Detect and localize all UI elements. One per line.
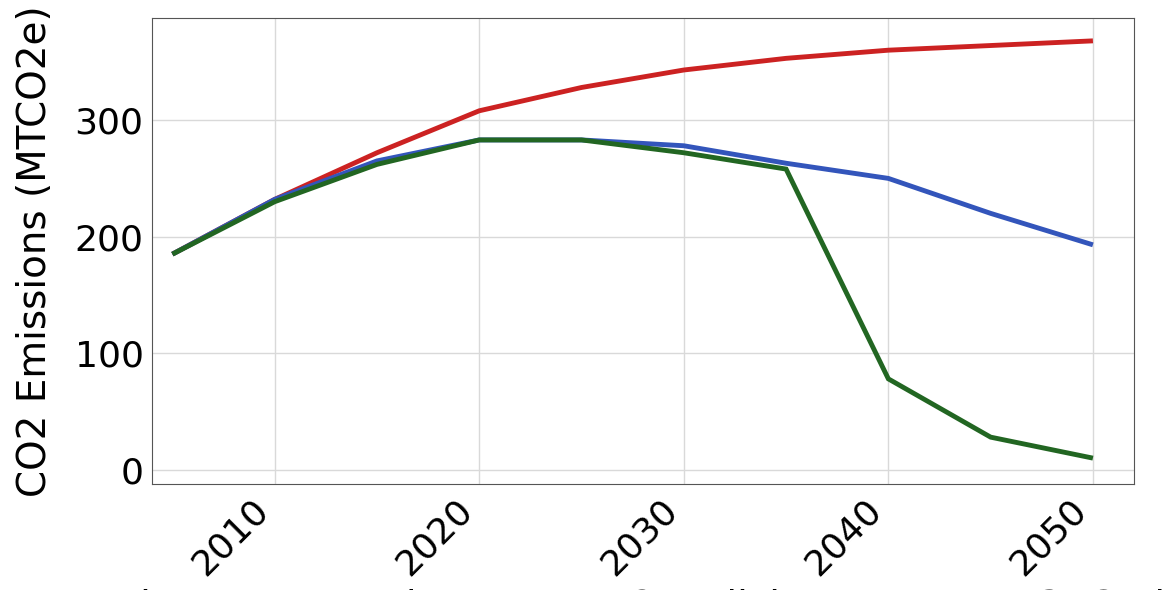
- Line: 2. Policies: 2. Policies: [172, 140, 1092, 254]
- 2. Policies: [1085, 241, 1099, 248]
- 1. Business as Usual: [982, 42, 996, 49]
- 2. Policies: [575, 136, 589, 143]
- 2. Policies: [881, 175, 895, 182]
- Line: 1. Business as Usual: 1. Business as Usual: [172, 41, 1092, 254]
- 1. Business as Usual: [472, 107, 486, 114]
- 1. Business as Usual: [676, 67, 690, 74]
- 2. Policies: [369, 158, 383, 165]
- 1. Business as Usual: [369, 149, 383, 156]
- 2. Policies: [982, 210, 996, 217]
- 3. Carbon Neutral: [472, 136, 486, 143]
- 1. Business as Usual: [165, 251, 179, 258]
- Legend: 1. Business as Usual, 2. Policies, 3. Carbon Neutral: 1. Business as Usual, 2. Policies, 3. Ca…: [0, 573, 1168, 590]
- 3. Carbon Neutral: [881, 375, 895, 382]
- 3. Carbon Neutral: [165, 251, 179, 258]
- Line: 3. Carbon Neutral: 3. Carbon Neutral: [172, 140, 1092, 458]
- 3. Carbon Neutral: [1085, 455, 1099, 462]
- 3. Carbon Neutral: [575, 136, 589, 143]
- 3. Carbon Neutral: [267, 198, 281, 205]
- 1. Business as Usual: [267, 196, 281, 203]
- 3. Carbon Neutral: [369, 161, 383, 168]
- 3. Carbon Neutral: [676, 149, 690, 156]
- 2. Policies: [472, 136, 486, 143]
- Y-axis label: CO2 Emissions (MTCO2e): CO2 Emissions (MTCO2e): [16, 5, 54, 497]
- 2. Policies: [676, 142, 690, 149]
- 1. Business as Usual: [779, 55, 793, 62]
- 3. Carbon Neutral: [982, 434, 996, 441]
- 1. Business as Usual: [881, 47, 895, 54]
- 2. Policies: [779, 160, 793, 167]
- 2. Policies: [267, 196, 281, 203]
- 1. Business as Usual: [1085, 38, 1099, 45]
- 1. Business as Usual: [575, 84, 589, 91]
- 3. Carbon Neutral: [779, 166, 793, 173]
- 2. Policies: [165, 251, 179, 258]
